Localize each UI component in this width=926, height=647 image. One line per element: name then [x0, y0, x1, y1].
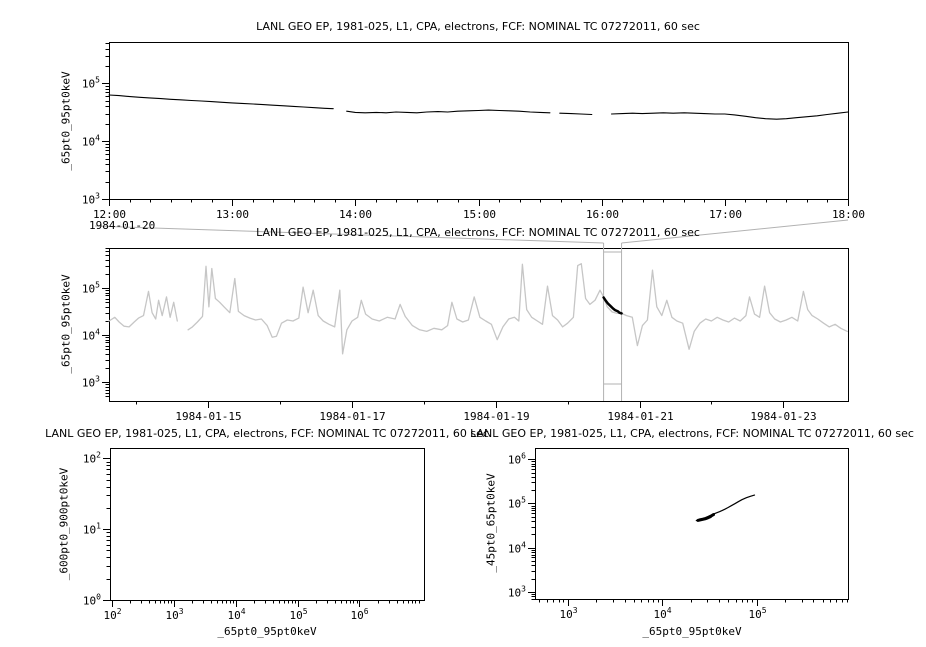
overview-plot-area[interactable] — [109, 248, 848, 401]
x-tick-label: 103 — [559, 606, 577, 621]
y-tick-label: 103 — [82, 192, 100, 207]
x-tick-label: 1984-01-15 — [175, 410, 241, 423]
x-axis-date-label: 1984-01-20 — [89, 219, 156, 232]
plot-title-scatter-600-900: LANL GEO EP, 1981-025, L1, CPA, electron… — [45, 427, 489, 440]
x-tick-label: 103 — [165, 607, 183, 622]
x-tick-label: 12:00 — [93, 208, 126, 221]
y-tick-label: 105 — [508, 496, 526, 511]
zoom-connector-right — [621, 219, 849, 244]
y-axis-label-scatter-45-65: _45pt0_65pt0keV — [484, 473, 498, 573]
y-tick-label: 103 — [82, 375, 100, 390]
x-tick-label: 105 — [748, 606, 766, 621]
y-tick-label: 103 — [508, 585, 526, 600]
y-tick-label: 105 — [82, 76, 100, 91]
scatter-45-65-plot-area[interactable] — [535, 448, 848, 599]
y-axis-label-scatter-600-900: _600pt0_900pt0keV — [57, 467, 71, 581]
y-tick-label: 104 — [82, 134, 100, 149]
x-tick-label: 1984-01-19 — [463, 410, 529, 423]
y-axis-label-overview: _65pt0_95pt0keV — [59, 274, 73, 374]
scatter-600-900-frame — [110, 448, 425, 601]
x-tick-label: 14:00 — [339, 208, 372, 221]
y-axis-label-top-detail: _65pt0_95pt0keV — [59, 71, 73, 171]
x-tick-label: 102 — [103, 607, 121, 622]
x-tick-label: 106 — [350, 607, 368, 622]
x-tick-label: 1984-01-17 — [319, 410, 385, 423]
plot-title-overview: LANL GEO EP, 1981-025, L1, CPA, electron… — [256, 226, 700, 239]
y-tick-label: 105 — [82, 281, 100, 296]
overview-zoom-box-handle[interactable] — [604, 243, 623, 401]
x-axis-label-scatter-45-65: _65pt0_95pt0keV — [642, 625, 742, 638]
plot-title-scatter-45-65: LANL GEO EP, 1981-025, L1, CPA, electron… — [470, 427, 914, 440]
x-tick-label: 13:00 — [216, 208, 249, 221]
y-tick-label: 102 — [83, 451, 101, 466]
y-tick-label: 104 — [508, 541, 526, 556]
x-tick-label: 16:00 — [586, 208, 619, 221]
y-tick-label: 101 — [83, 522, 101, 537]
x-tick-label: 105 — [289, 607, 307, 622]
flux-65-95keV-selection-highlight — [602, 296, 623, 315]
x-tick-label: 17:00 — [709, 208, 742, 221]
flux-65-95keV-context — [108, 263, 848, 355]
correlation-dense-cluster — [696, 513, 715, 522]
x-tick-label: 1984-01-23 — [750, 410, 816, 423]
y-tick-label: 100 — [83, 593, 101, 608]
y-tick-label: 104 — [82, 328, 100, 343]
zoom-connector-left — [94, 225, 604, 244]
plot-title-top-detail: LANL GEO EP, 1981-025, L1, CPA, electron… — [256, 20, 700, 33]
x-tick-label: 104 — [653, 606, 671, 621]
overview-frame — [109, 248, 849, 402]
scatter-600-900-plot-area[interactable] — [110, 448, 424, 600]
flux-65-95keV-detail — [108, 94, 849, 120]
x-tick-label: 18:00 — [832, 208, 865, 221]
x-tick-label: 15:00 — [463, 208, 496, 221]
x-axis-label-scatter-600-900: _65pt0_95pt0keV — [217, 625, 317, 638]
x-tick-label: 1984-01-21 — [607, 410, 673, 423]
y-tick-label: 106 — [508, 452, 526, 467]
top-detail-plot-area[interactable] — [109, 42, 848, 199]
x-tick-label: 104 — [227, 607, 245, 622]
